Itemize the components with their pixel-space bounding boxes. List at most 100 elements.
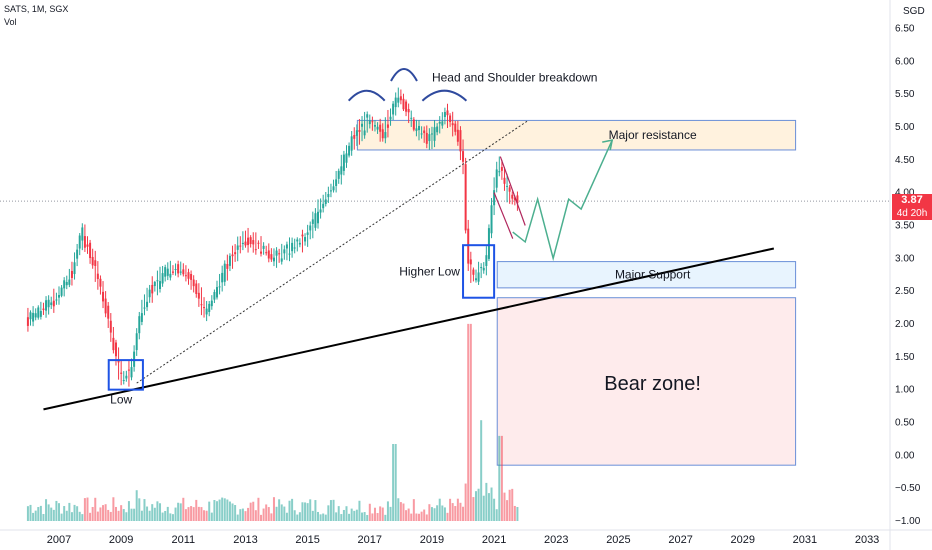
- volume-bar: [241, 508, 244, 521]
- candle-body: [485, 255, 488, 266]
- volume-bar: [498, 435, 501, 521]
- candle-body: [184, 275, 187, 277]
- candle-body: [293, 247, 296, 249]
- volume-bar: [140, 510, 143, 521]
- candle-body: [441, 121, 444, 126]
- volume-bar: [252, 501, 255, 521]
- candle-body: [490, 205, 493, 234]
- volume-bar: [373, 507, 376, 521]
- volume-bar: [485, 482, 488, 521]
- volume-bar: [363, 512, 366, 521]
- volume-bar: [221, 497, 224, 521]
- candle-body: [285, 244, 288, 249]
- candle-body: [29, 312, 32, 320]
- volume-bar: [342, 509, 345, 521]
- volume-bar: [371, 513, 374, 521]
- volume-bar: [138, 498, 141, 521]
- candle-body: [371, 121, 374, 123]
- candle-body: [37, 307, 40, 318]
- volume-bar: [337, 506, 340, 521]
- candle-body: [322, 203, 325, 209]
- candle-body: [397, 97, 400, 103]
- volume-bar: [34, 510, 37, 521]
- candle-body: [291, 242, 294, 252]
- volume-bar: [386, 501, 389, 521]
- volume-bar: [203, 510, 206, 521]
- volume-bar: [265, 504, 268, 521]
- candle-body: [392, 103, 395, 115]
- candle-body: [298, 242, 301, 245]
- candle-body: [389, 116, 392, 120]
- volume-bar: [228, 501, 231, 521]
- volume-bar: [477, 488, 480, 521]
- volume-bar: [508, 489, 511, 521]
- volume-bar: [389, 506, 392, 521]
- candle-body: [304, 237, 307, 242]
- volume-bar: [200, 507, 203, 521]
- candle-body: [345, 153, 348, 163]
- x-tick-label: 2023: [544, 534, 568, 546]
- volume-bar: [45, 499, 48, 521]
- volume-bar: [428, 504, 431, 521]
- candle-body: [153, 281, 156, 287]
- symbol-header[interactable]: SATS, 1M, SGX: [4, 4, 69, 14]
- volume-bar: [345, 506, 348, 521]
- candle-body: [58, 295, 60, 298]
- candle-body: [324, 199, 327, 204]
- candle-body: [407, 108, 410, 113]
- volume-bar: [117, 510, 120, 521]
- volume-bar: [410, 513, 413, 521]
- candle-body: [332, 186, 335, 191]
- candle-body: [148, 289, 151, 298]
- volume-bar: [109, 511, 112, 521]
- candle-body: [280, 258, 283, 262]
- candle-body: [288, 253, 291, 255]
- candle-body: [464, 164, 467, 231]
- candle-body: [252, 240, 255, 245]
- volume-bar: [480, 420, 483, 521]
- volume-bar: [179, 503, 182, 521]
- x-tick-label: 2019: [420, 534, 444, 546]
- volume-bar: [133, 508, 136, 521]
- candle-body: [174, 268, 177, 270]
- candle-body: [228, 255, 231, 266]
- volume-bar: [394, 444, 397, 521]
- x-tick-label: 2031: [793, 534, 817, 546]
- candle-body: [125, 375, 128, 379]
- x-tick-label: 2033: [855, 534, 879, 546]
- volume-bar: [443, 507, 446, 521]
- x-tick-label: 2011: [171, 534, 195, 546]
- y-tick-label: −0.50: [895, 483, 921, 494]
- candle-body: [192, 279, 195, 287]
- candle-body: [402, 98, 405, 110]
- volume-bar: [153, 507, 156, 521]
- candle-body: [257, 242, 260, 244]
- volume-bar: [309, 499, 312, 521]
- volume-bar: [231, 503, 234, 521]
- volume-bar: [112, 497, 115, 521]
- candle-body: [205, 308, 208, 315]
- candle-body: [244, 241, 247, 246]
- candle-body: [52, 300, 55, 307]
- y-tick-label: 0.00: [895, 450, 915, 461]
- volume-bar: [197, 506, 200, 521]
- candle-body: [513, 197, 516, 201]
- volume-bar: [182, 497, 185, 521]
- candle-body: [166, 268, 169, 276]
- candle-body: [208, 303, 211, 312]
- candle-body: [73, 262, 76, 275]
- volume-bar: [293, 510, 296, 521]
- volume-bar: [332, 499, 335, 521]
- volume-bar: [249, 502, 252, 521]
- volume-bar: [65, 510, 68, 521]
- candle-body: [213, 292, 216, 300]
- candle-body: [200, 304, 203, 306]
- volume-bar: [104, 504, 107, 521]
- volume-bar: [60, 513, 63, 521]
- volume-bar: [218, 499, 221, 521]
- candle-body: [384, 132, 387, 139]
- volume-bar: [262, 508, 265, 521]
- support-trendline: [43, 247, 775, 411]
- volume-bar: [234, 505, 237, 521]
